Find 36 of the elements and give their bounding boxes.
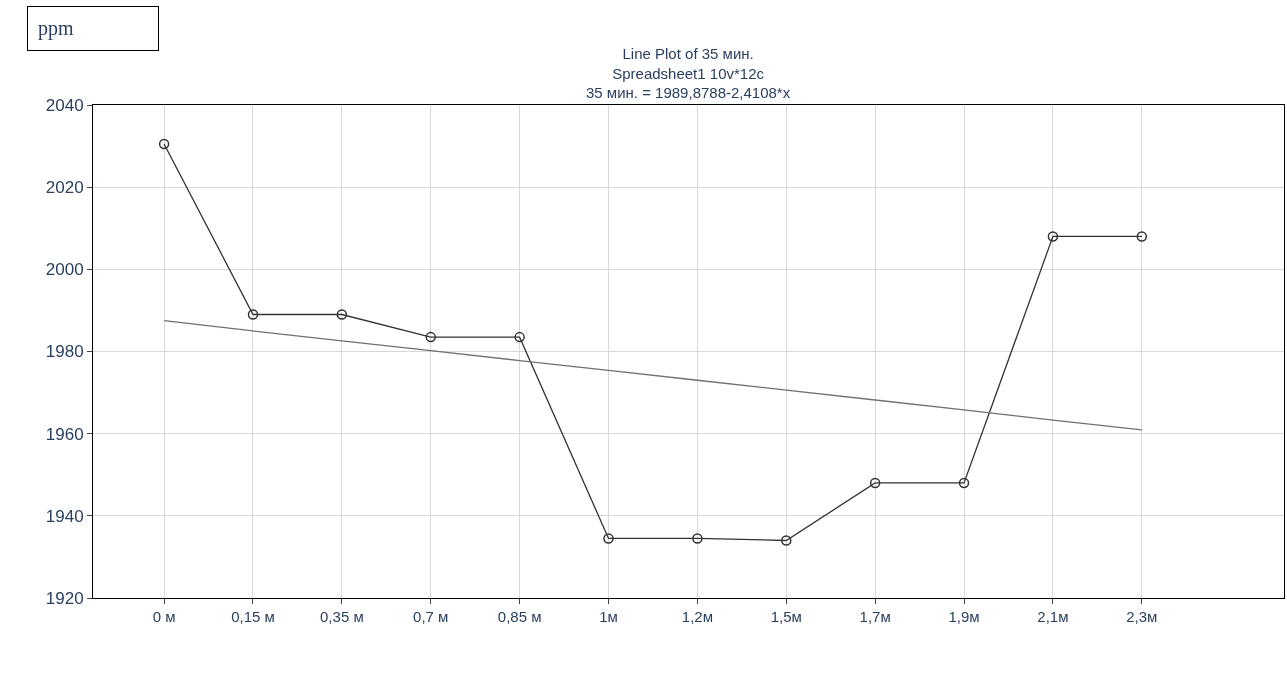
point	[958, 477, 970, 489]
point	[247, 309, 259, 320]
x-tick-label: 2,1м	[1037, 608, 1069, 625]
point	[425, 331, 436, 343]
x-tick-label: 1,5м	[770, 608, 802, 625]
point	[514, 331, 525, 343]
y-tick-label: 1980	[45, 342, 84, 362]
x-tick-label: 0,85 м	[497, 608, 542, 625]
y-tick-label: 2000	[45, 260, 84, 280]
x-tick-label: 2,3м	[1126, 608, 1158, 625]
y-tick-label: 1920	[45, 588, 84, 608]
x-tick-label: 0,15 м	[231, 608, 275, 625]
point	[692, 533, 703, 544]
x-tick-label: 1,9м	[948, 608, 980, 625]
x-tick-label: 1,2м	[681, 608, 713, 625]
x-tick-label: 0 м	[152, 608, 176, 625]
text: ppm	[38, 17, 74, 40]
point	[1136, 231, 1148, 242]
chart-title: Line Plot of 35 мин.	[622, 45, 754, 62]
point	[336, 309, 348, 320]
y-tick-label: 1940	[45, 506, 84, 526]
line-series	[163, 320, 1143, 431]
y-tick-label: 2020	[45, 178, 84, 198]
y-tick-label: 1960	[45, 424, 84, 444]
x-tick-label: 0,35 м	[320, 608, 364, 625]
x-tick-label: 1м	[599, 608, 618, 625]
point	[869, 477, 881, 489]
point	[603, 533, 614, 544]
point	[158, 138, 170, 150]
text: 35 мин. = 1989,8788-2,4108*x	[586, 84, 791, 101]
x-tick-label: 1,7м	[859, 608, 891, 625]
chart-subtitle: Spreadsheet1 10v*12c	[612, 64, 765, 82]
y-tick-label: 2040	[45, 95, 84, 115]
point	[1047, 231, 1059, 242]
x-tick-label: 0,7 м	[413, 608, 449, 625]
point	[781, 535, 792, 546]
